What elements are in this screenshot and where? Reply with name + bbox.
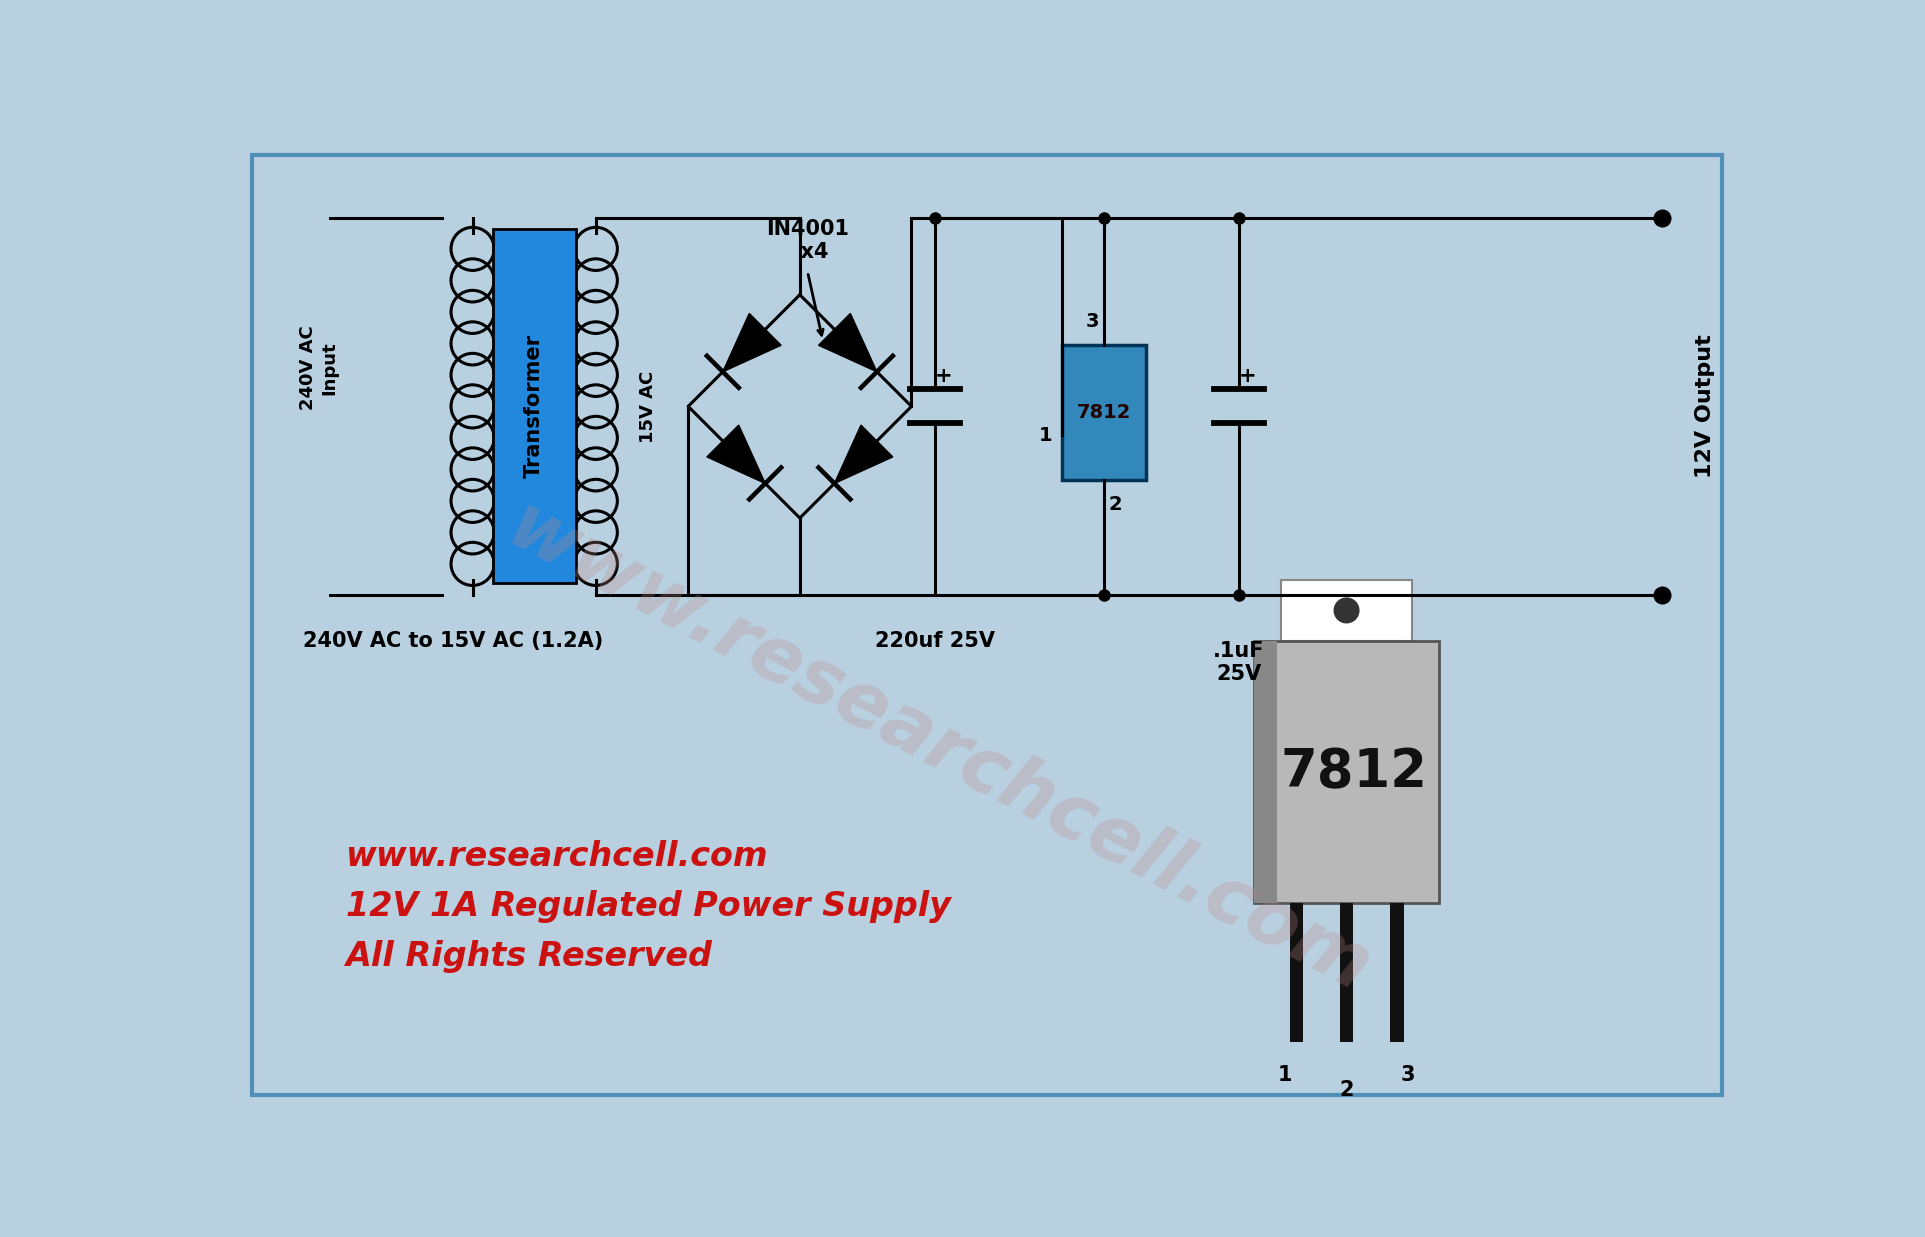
Text: 3: 3 — [1086, 312, 1099, 332]
Bar — [1255, 641, 1440, 903]
Bar — [1063, 345, 1147, 480]
Text: All Rights Reserved: All Rights Reserved — [346, 940, 712, 974]
Polygon shape — [722, 313, 782, 372]
Text: 7812: 7812 — [1076, 403, 1132, 422]
Text: 7812: 7812 — [1280, 746, 1428, 798]
Text: +: + — [1240, 366, 1257, 386]
Text: IN4001
  x4: IN4001 x4 — [766, 219, 849, 262]
Text: .1uF
25V: .1uF 25V — [1213, 641, 1265, 684]
Text: www.researchcell.com: www.researchcell.com — [346, 840, 768, 873]
Polygon shape — [834, 426, 893, 484]
Bar — [1340, 903, 1353, 1042]
Text: 1: 1 — [1278, 1065, 1292, 1085]
Text: Transformer: Transformer — [524, 334, 545, 479]
Bar — [493, 229, 576, 584]
Text: 2: 2 — [1109, 495, 1122, 513]
Text: 2: 2 — [1340, 1080, 1353, 1100]
Text: 1: 1 — [1040, 426, 1053, 445]
Text: 15V AC: 15V AC — [639, 370, 656, 443]
Bar — [1282, 580, 1413, 641]
Text: 220uf 25V: 220uf 25V — [874, 631, 995, 651]
Text: www.researchcell.com: www.researchcell.com — [495, 490, 1382, 1008]
Polygon shape — [706, 426, 766, 484]
Bar — [1390, 903, 1403, 1042]
Text: 12V Output: 12V Output — [1694, 334, 1715, 479]
Text: 3: 3 — [1401, 1065, 1415, 1085]
Text: 240V AC to 15V AC (1.2A): 240V AC to 15V AC (1.2A) — [304, 631, 603, 651]
Circle shape — [1334, 599, 1359, 622]
Polygon shape — [818, 313, 878, 372]
Text: +: + — [936, 366, 953, 386]
Bar — [1290, 903, 1303, 1042]
Text: 240V AC
Input: 240V AC Input — [298, 325, 339, 411]
Bar — [1255, 641, 1278, 903]
Text: 12V 1A Regulated Power Supply: 12V 1A Regulated Power Supply — [346, 891, 951, 923]
